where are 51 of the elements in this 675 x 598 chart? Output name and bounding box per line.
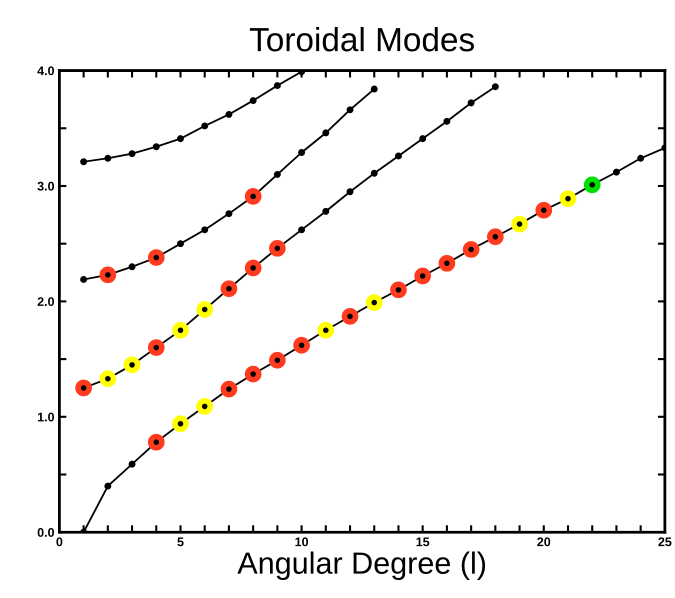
point [196, 398, 214, 415]
y-tick-label: 0.0 [38, 528, 54, 537]
point [370, 86, 378, 93]
point [80, 276, 88, 283]
point [414, 268, 432, 284]
point [366, 294, 383, 311]
x-axis-title: Angular Degree (l) [237, 552, 486, 580]
point [584, 176, 601, 194]
point [511, 216, 528, 232]
point [152, 143, 160, 150]
point [225, 210, 232, 218]
point [390, 282, 407, 298]
point [177, 240, 184, 248]
x-tick-label: 15 [416, 538, 430, 546]
y-tick-label: 2.0 [38, 297, 54, 306]
x-tick-label: 0 [56, 537, 62, 546]
point [293, 336, 310, 354]
point [225, 110, 232, 118]
y-tick-label: 3.0 [37, 182, 54, 191]
point [487, 228, 504, 246]
point [80, 158, 88, 166]
point [220, 380, 238, 398]
point [462, 241, 480, 258]
point [438, 254, 456, 272]
point [104, 154, 112, 162]
point [201, 122, 208, 130]
point [128, 150, 136, 158]
y-tick-label: 4.0 [37, 66, 54, 76]
point [250, 97, 257, 104]
point [346, 106, 354, 114]
point [317, 322, 334, 339]
point [274, 170, 281, 178]
point [244, 366, 262, 382]
point [177, 135, 184, 142]
point [128, 263, 136, 270]
point [172, 415, 189, 432]
point [201, 226, 208, 234]
point [342, 308, 358, 325]
point [535, 202, 552, 219]
x-tick-label: 5 [177, 538, 184, 546]
chart-title: Toroidal Modes [250, 26, 474, 52]
point [560, 190, 576, 208]
y-tick-label: 1.0 [38, 412, 54, 422]
x-tick-label: 25 [658, 537, 672, 546]
point [274, 82, 281, 90]
x-tick-label: 20 [537, 537, 550, 546]
point [269, 352, 286, 369]
point [148, 434, 165, 451]
x-tick-label: 10 [295, 537, 308, 546]
point [298, 149, 306, 156]
point [322, 129, 330, 136]
